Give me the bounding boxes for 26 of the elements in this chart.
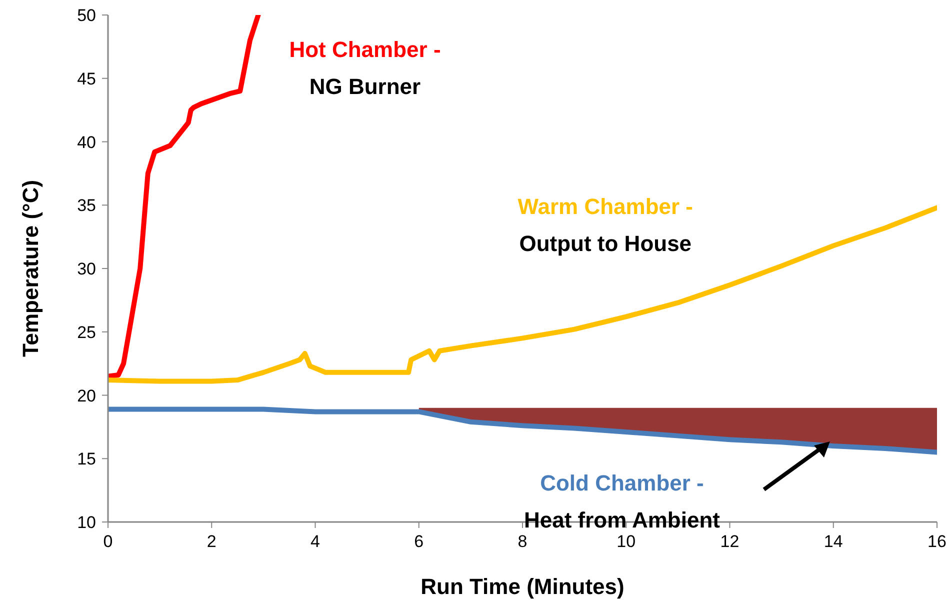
- y-tick-label: 20: [77, 386, 96, 406]
- text: Warm Chamber -: [518, 194, 694, 220]
- y-tick-label: 40: [77, 132, 96, 152]
- x-tick-label: 14: [824, 532, 843, 551]
- y-tick-label: 35: [77, 196, 96, 216]
- y-tick-label: 15: [77, 450, 96, 469]
- x-tick-label: 0: [103, 532, 113, 551]
- series-label: Hot Chamber -: [289, 36, 441, 62]
- annotation: Output to House: [519, 231, 692, 256]
- y-tick-label: 45: [77, 69, 96, 88]
- annotation: Heat from Ambient: [524, 507, 721, 532]
- x-tick-label: 2: [206, 532, 216, 551]
- y-tick-label: 50: [77, 6, 96, 25]
- x-tick-label: 10: [616, 532, 636, 551]
- y-tick-label: 25: [77, 322, 96, 342]
- x-tick-label: 4: [310, 532, 320, 551]
- x-tick-label: 6: [414, 532, 424, 551]
- y-tick-label: 30: [77, 260, 96, 278]
- y-axis-title: Temperature (°C): [18, 180, 43, 358]
- annotation: NG Burner: [309, 74, 422, 99]
- x-axis-title: Run Time (Minutes): [420, 574, 624, 599]
- x-tick-label: 8: [518, 532, 528, 551]
- series-label: Cold Chamber -: [540, 470, 704, 496]
- y-tick-label: 10: [77, 513, 96, 532]
- x-tick-label: 16: [928, 532, 946, 551]
- x-tick-label: 12: [720, 532, 740, 551]
